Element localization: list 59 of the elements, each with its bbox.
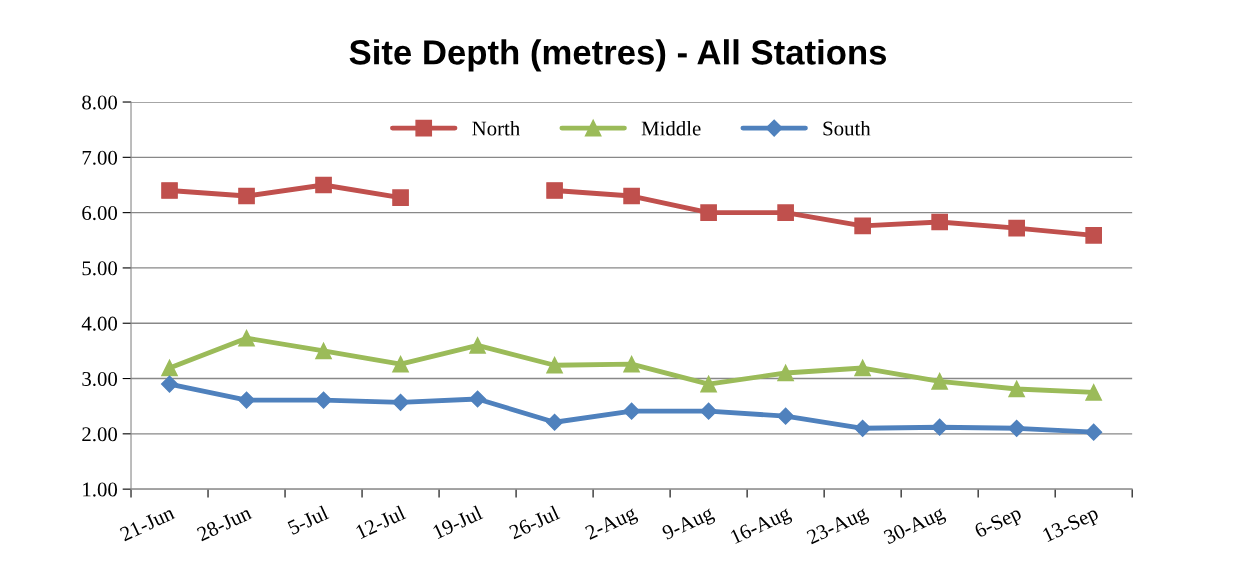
y-tick-label: 5.00 bbox=[82, 261, 118, 276]
point bbox=[700, 204, 717, 221]
point bbox=[392, 355, 409, 373]
x-tick-label: 6-Sep bbox=[973, 505, 1024, 542]
y-tick-label: 2.00 bbox=[82, 427, 118, 442]
point bbox=[161, 359, 178, 377]
point bbox=[854, 217, 871, 235]
x-tick-label: 2-Aug bbox=[584, 505, 640, 544]
x-tick-label: 9-Aug bbox=[661, 505, 717, 544]
point bbox=[1008, 419, 1026, 437]
point bbox=[623, 355, 640, 373]
y-tick-label: 4.00 bbox=[81, 316, 118, 331]
y-tick-label: 3.00 bbox=[82, 371, 118, 387]
point bbox=[469, 337, 486, 354]
point bbox=[777, 364, 794, 382]
point bbox=[700, 402, 718, 420]
point bbox=[1085, 423, 1103, 441]
point bbox=[238, 329, 255, 347]
legend-label: South bbox=[823, 120, 871, 136]
point bbox=[1008, 380, 1025, 398]
point bbox=[623, 187, 640, 205]
y-tick-label: 6.00 bbox=[82, 206, 118, 221]
x-tick-label: 26-Jul bbox=[508, 504, 561, 540]
x-tick-label: 12-Jul bbox=[355, 504, 407, 540]
point bbox=[854, 359, 871, 377]
point bbox=[1085, 384, 1103, 401]
y-tick-label: 1.00 bbox=[83, 482, 118, 497]
point bbox=[469, 390, 487, 408]
x-tick-label: 5-Jul bbox=[286, 504, 330, 536]
point bbox=[546, 413, 564, 431]
x-tick-label: 13-Sep bbox=[1042, 505, 1101, 546]
x-tick-label: 28-Jun bbox=[196, 505, 253, 542]
point bbox=[238, 187, 255, 205]
point bbox=[546, 182, 563, 199]
chart-title: Site Depth (metres) - All Stations bbox=[349, 39, 887, 72]
point bbox=[931, 418, 949, 436]
legend-label: Middle bbox=[641, 120, 701, 136]
x-tick-label: 21-Jun bbox=[119, 505, 176, 542]
point bbox=[854, 419, 872, 437]
y-tick-label: 8.00 bbox=[82, 95, 118, 110]
point bbox=[161, 182, 178, 199]
point bbox=[315, 176, 332, 194]
point bbox=[237, 391, 256, 409]
point bbox=[700, 375, 717, 393]
x-tick-label: 19-Jul bbox=[432, 504, 484, 540]
point bbox=[623, 402, 641, 420]
legend-label: North bbox=[472, 120, 520, 136]
y-tick-label: 7.00 bbox=[82, 150, 118, 165]
point bbox=[1085, 226, 1103, 244]
point bbox=[315, 342, 332, 360]
point bbox=[392, 189, 409, 207]
point bbox=[546, 356, 563, 374]
point bbox=[392, 393, 410, 411]
point bbox=[160, 375, 179, 393]
point bbox=[777, 204, 794, 221]
point bbox=[777, 407, 795, 425]
point bbox=[1008, 219, 1025, 237]
point bbox=[931, 372, 948, 390]
point bbox=[931, 213, 948, 231]
